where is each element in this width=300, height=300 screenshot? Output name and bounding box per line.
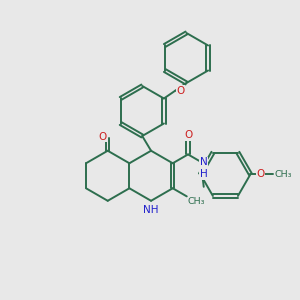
Text: NH: NH	[143, 205, 159, 214]
Text: O: O	[176, 86, 184, 96]
Text: O: O	[256, 169, 264, 179]
Text: CH₃: CH₃	[274, 170, 292, 179]
Text: N
H: N H	[200, 158, 208, 179]
Text: O: O	[184, 130, 192, 140]
Text: CH₃: CH₃	[188, 197, 205, 206]
Text: O: O	[99, 132, 107, 142]
